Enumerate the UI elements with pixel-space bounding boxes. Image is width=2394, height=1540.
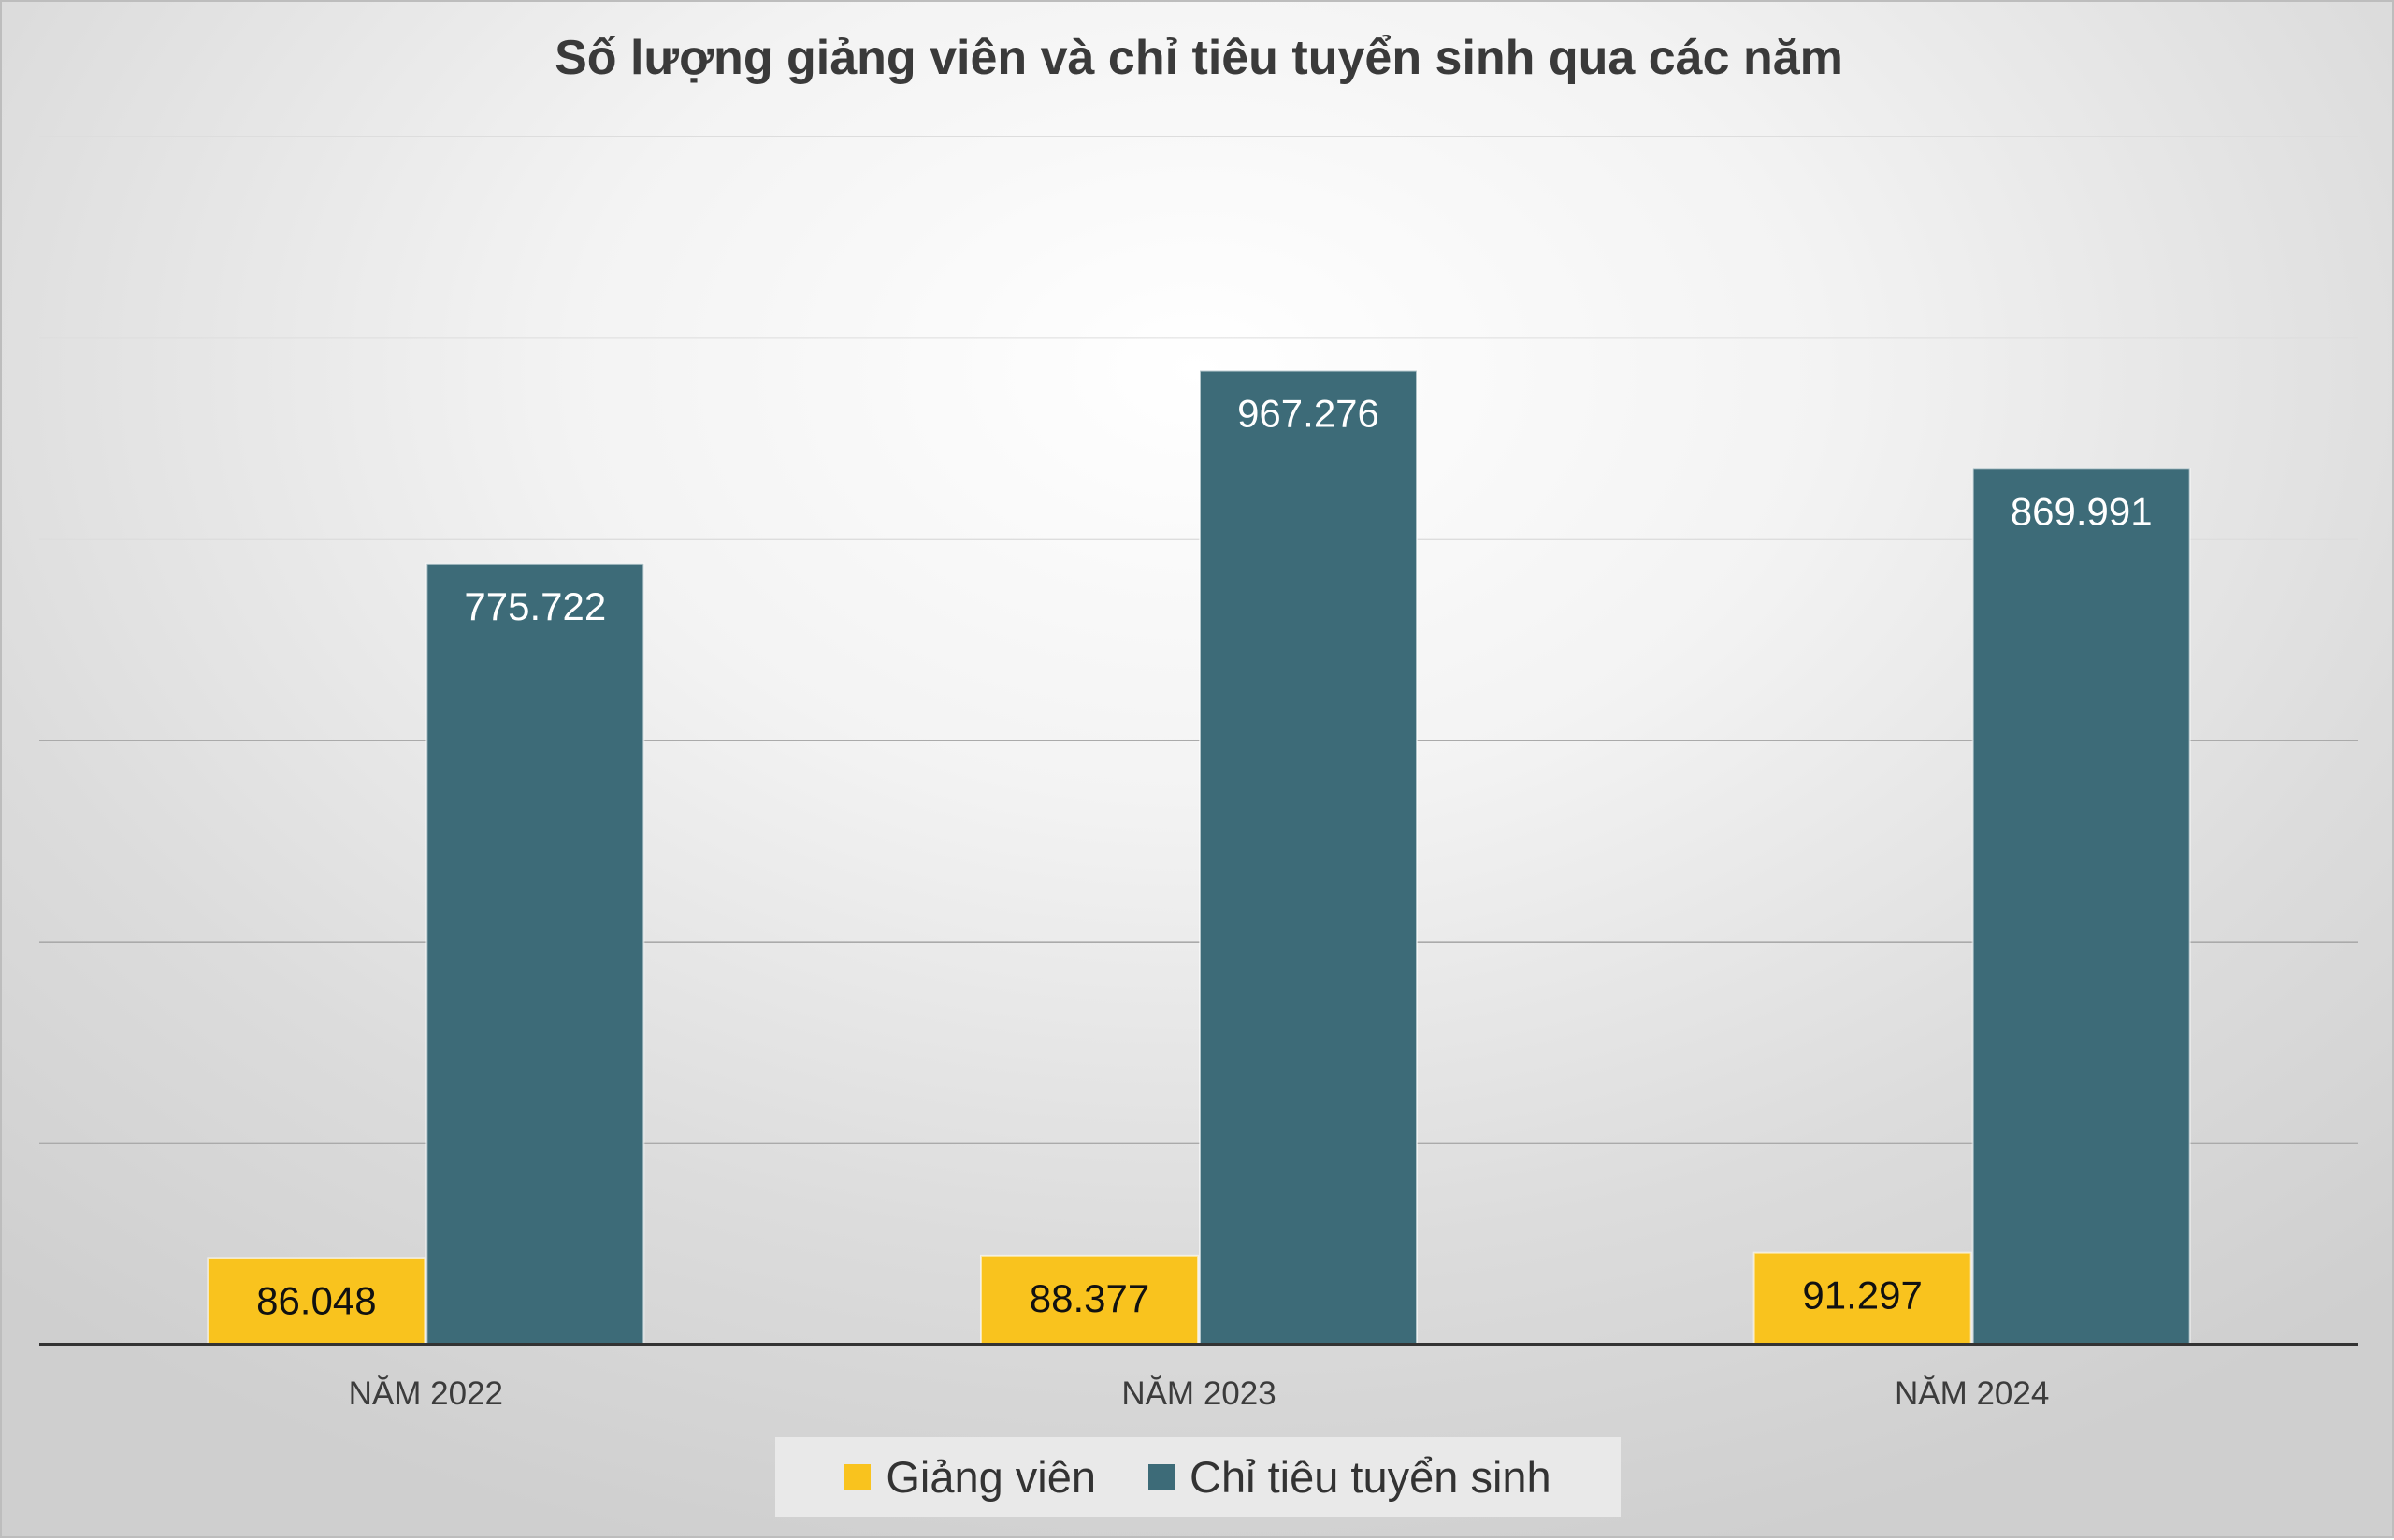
legend-label-giang-vien: Giảng viên — [886, 1452, 1097, 1502]
data-label: 967.276 — [1237, 392, 1379, 436]
x-tick-label: NĂM 2022 — [349, 1375, 503, 1412]
legend-item-chi-tieu: Chỉ tiêu tuyển sinh — [1148, 1451, 1551, 1503]
data-label: 775.722 — [464, 584, 606, 628]
legend-item-giang-vien: Giảng viên — [844, 1451, 1096, 1503]
data-label: 86.048 — [256, 1278, 376, 1322]
legend-swatch-chi-tieu — [1148, 1463, 1175, 1490]
bar — [425, 562, 645, 1346]
legend-swatch-giang-vien — [844, 1463, 872, 1490]
data-label: 869.991 — [2011, 489, 2153, 533]
legend: Giảng viên Chỉ tiêu tuyển sinh — [775, 1437, 1621, 1517]
chart-title: Số lượng giảng viên và chỉ tiêu tuyển si… — [555, 31, 1843, 85]
legend-label-chi-tieu: Chỉ tiêu tuyển sinh — [1190, 1452, 1551, 1502]
bar — [207, 1257, 426, 1346]
bars: 86.048 775.722 88.377 967.276 91.297 869.991 — [207, 369, 2191, 1346]
x-tick-labels: NĂM 2022 NĂM 2023 NĂM 2024 — [349, 1375, 2050, 1412]
data-label: 88.377 — [1030, 1276, 1149, 1320]
data-label: 91.297 — [1802, 1274, 1922, 1317]
bar — [1971, 468, 2191, 1346]
x-tick-label: NĂM 2023 — [1121, 1375, 1276, 1412]
x-tick-label: NĂM 2024 — [1895, 1375, 2049, 1412]
bar — [1199, 369, 1418, 1346]
